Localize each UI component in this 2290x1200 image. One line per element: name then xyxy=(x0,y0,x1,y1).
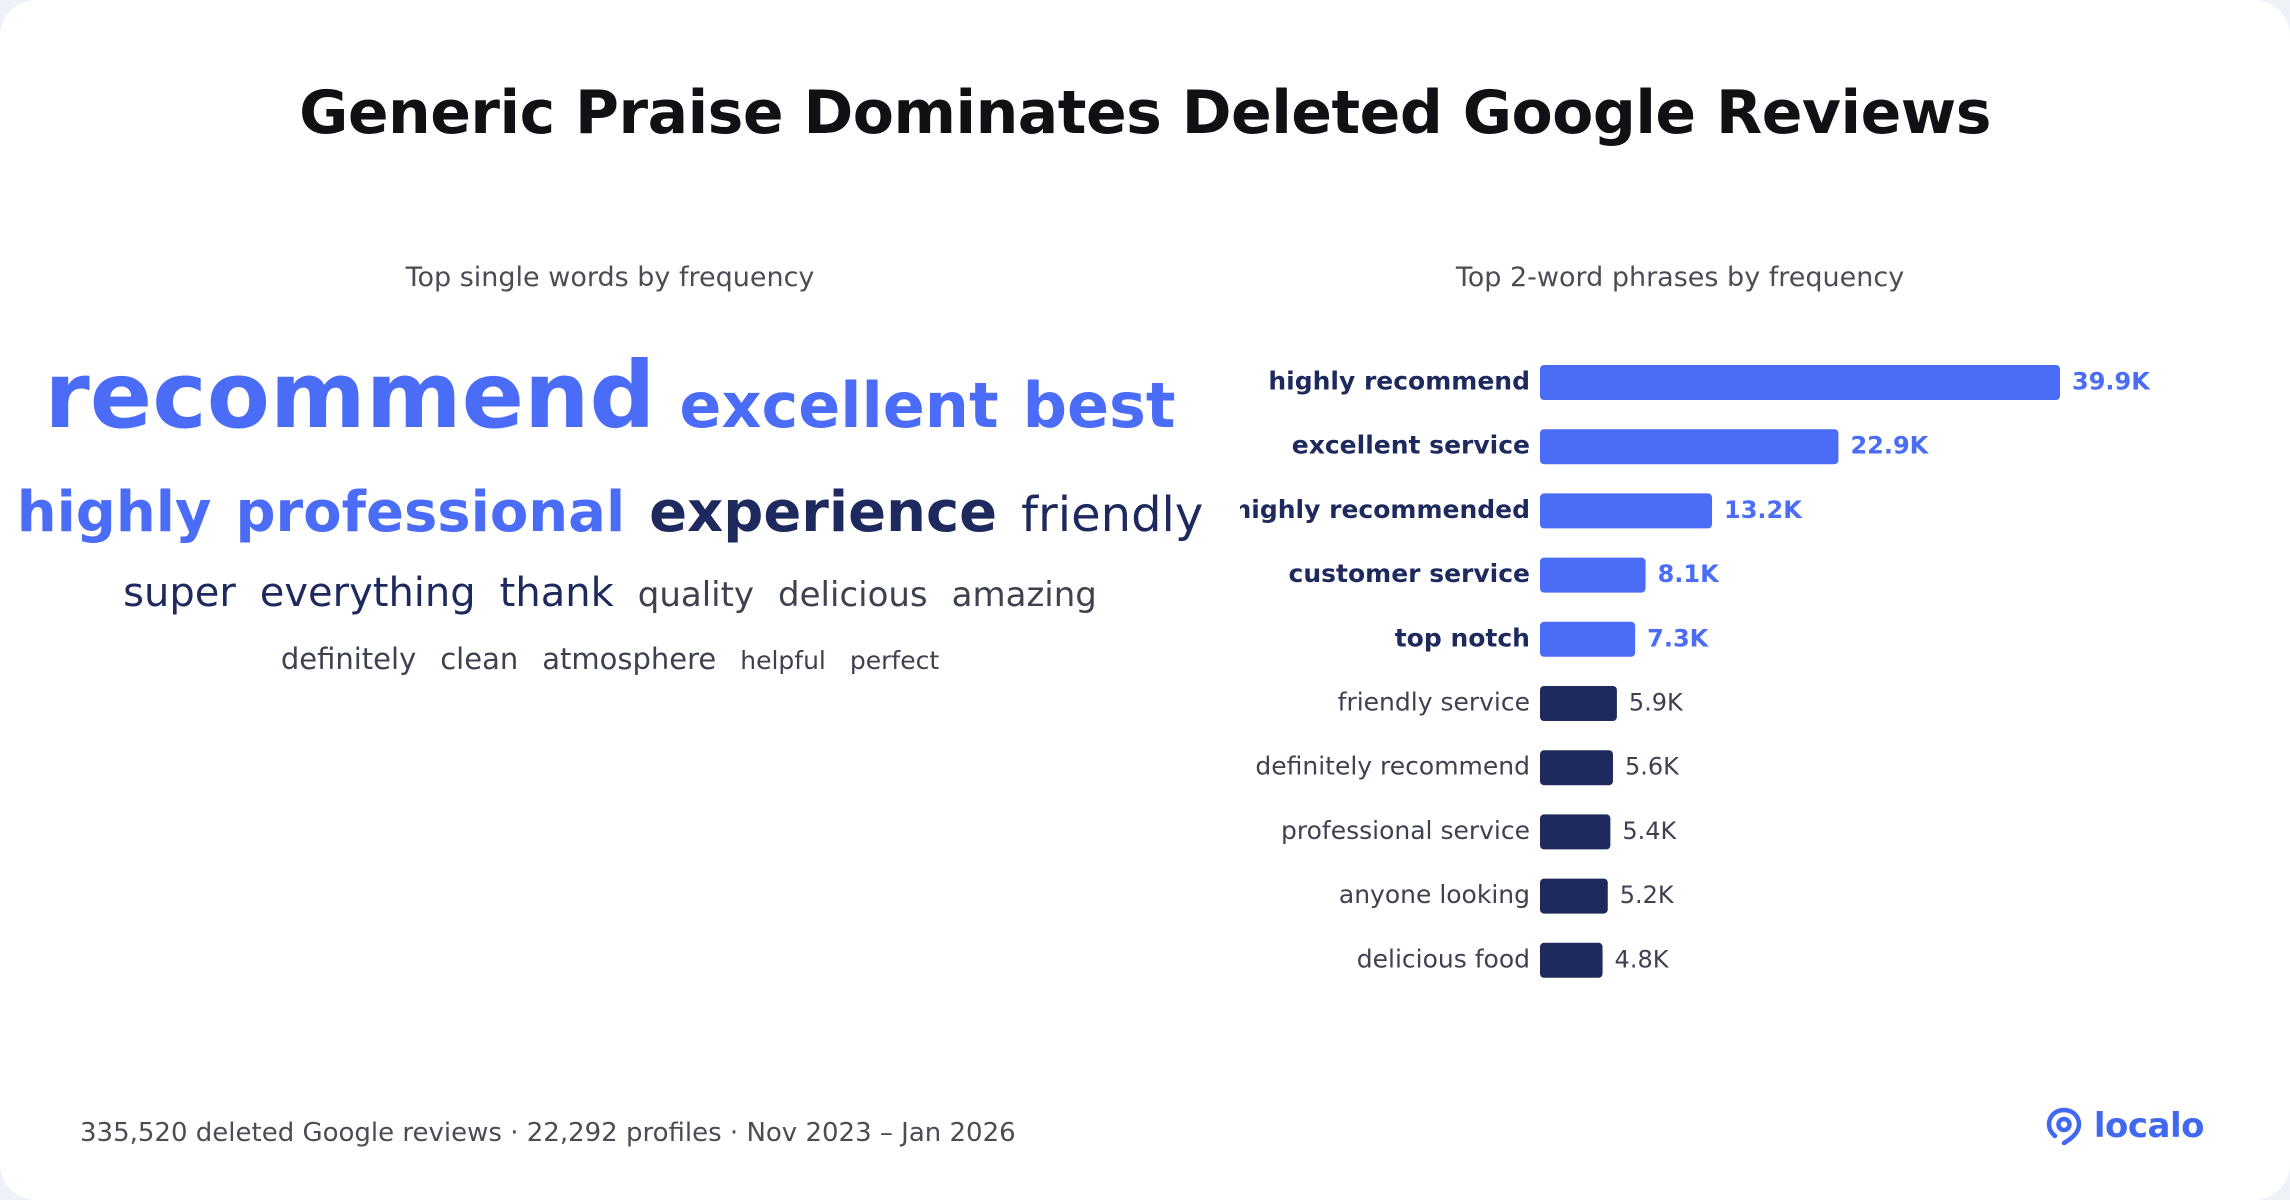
bar-category-label: highly recommended xyxy=(1240,495,1530,524)
bar-category-label: delicious food xyxy=(1357,944,1530,973)
word-cloud-word: recommend xyxy=(44,342,656,449)
bar xyxy=(1540,814,1611,850)
word-cloud-word: friendly xyxy=(1021,487,1204,543)
word-cloud-row: definitely clean atmosphere helpful perfect xyxy=(110,645,1110,695)
word-cloud-row: super everything thank quality delicious amaz… xyxy=(110,573,1110,645)
word-cloud-word: amazing xyxy=(951,575,1097,615)
bar xyxy=(1540,493,1713,529)
word-cloud-word: everything xyxy=(259,570,476,616)
bar-value-label: 39.9K xyxy=(2072,368,2151,396)
word-cloud-word: perfect xyxy=(849,646,940,675)
bar-category-label: top notch xyxy=(1395,623,1530,652)
bar-category-label: anyone looking xyxy=(1339,880,1530,909)
word-cloud-word: atmosphere xyxy=(542,642,717,676)
bar-value-label: 4.8K xyxy=(1615,945,1670,973)
bar-chart: highly recommend 39.9K excellent service 22… xyxy=(1240,365,2151,978)
word-cloud-word: delicious xyxy=(778,575,928,615)
word-cloud-word: definitely xyxy=(280,642,417,676)
bar-value-label: 8.1K xyxy=(1658,560,1721,588)
bar-value-label: 5.6K xyxy=(1625,753,1680,781)
word-cloud-word: experience xyxy=(649,480,998,545)
bar-category-label: highly recommend xyxy=(1268,367,1530,396)
page-title: Generic Praise Dominates Deleted Google … xyxy=(299,78,1991,148)
word-cloud-subtitle: Top single words by frequency xyxy=(405,262,815,293)
bar-value-label: 22.9K xyxy=(1850,432,1929,460)
word-cloud-word: excellent xyxy=(679,369,999,442)
bar-category-label: customer service xyxy=(1289,559,1530,588)
bar xyxy=(1540,942,1603,978)
word-cloud-word: clean xyxy=(440,642,519,676)
bar xyxy=(1540,686,1617,721)
bar xyxy=(1540,429,1839,465)
word-cloud-word: quality xyxy=(637,575,755,615)
bar xyxy=(1540,750,1613,786)
word-cloud: recommend excellent best highly professional… xyxy=(17,350,1204,695)
bar xyxy=(1540,878,1608,914)
bar-category-label: friendly service xyxy=(1338,688,1530,717)
bar xyxy=(1540,621,1636,657)
word-cloud-word: super xyxy=(123,570,236,616)
footer-note: 335,520 deleted Google reviews · 22,292 … xyxy=(80,1118,1016,1148)
word-cloud-row: highly professional experience friendly xyxy=(17,480,1204,573)
word-cloud-word: helpful xyxy=(740,646,826,675)
bar-value-label: 5.4K xyxy=(1622,817,1677,845)
location-pin-icon xyxy=(2046,1107,2082,1146)
bar-category-label: definitely recommend xyxy=(1255,752,1530,781)
bar-value-label: 13.2K xyxy=(1724,496,1803,524)
bar-category-label: professional service xyxy=(1281,816,1530,845)
word-cloud-row: recommend excellent best xyxy=(44,350,1175,485)
word-cloud-word: best xyxy=(1022,369,1176,442)
bar-value-label: 7.3K xyxy=(1647,624,1710,652)
bar-value-label: 5.2K xyxy=(1620,881,1675,909)
word-cloud-word: professional xyxy=(235,480,626,545)
word-cloud-word: highly xyxy=(16,480,212,545)
bar-chart-subtitle: Top 2-word phrases by frequency xyxy=(1455,262,1905,293)
bar xyxy=(1540,557,1646,593)
bar-category-label: excellent service xyxy=(1292,431,1530,460)
word-cloud-word: thank xyxy=(499,570,614,616)
brand-logo: localo xyxy=(2042,1104,2205,1148)
bar xyxy=(1540,365,2060,400)
brand-name: localo xyxy=(2093,1106,2205,1146)
bar-value-label: 5.9K xyxy=(1629,689,1684,717)
